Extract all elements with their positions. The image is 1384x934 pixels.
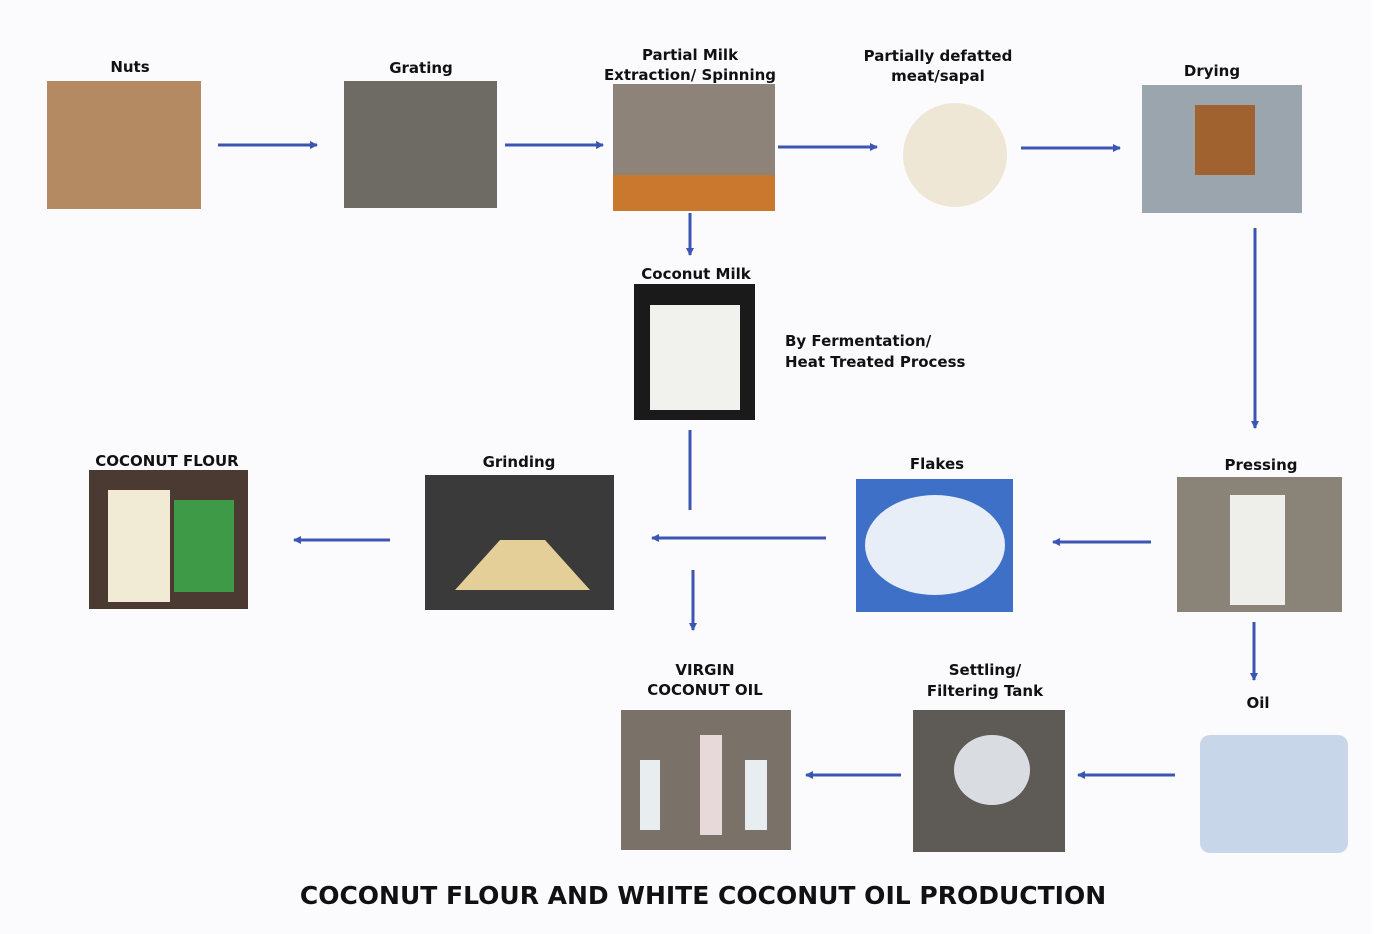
flour-box [174,500,234,592]
bottle [640,760,660,830]
node-label: Pressing [1225,456,1298,474]
flour-bag [108,490,170,602]
flakes-pile [865,495,1005,595]
milk-beaker [650,305,740,410]
nuts-photo [47,81,201,209]
drying-machine [1195,105,1255,175]
node-label: Grinding [483,453,556,471]
tank [954,735,1030,805]
node-label: Coconut Milk [641,265,751,283]
node-label: Partial Milk [642,46,739,64]
node-label: Filtering Tank [927,682,1044,700]
node-label: COCONUT FLOUR [95,452,239,470]
title: COCONUT FLOUR AND WHITE COCONUT OIL PROD… [300,881,1106,910]
edge [1372,0,1384,934]
spinning-base [613,175,775,211]
node-label: Oil [1246,694,1269,712]
node-label: Settling/ [949,661,1022,679]
grating-photo [344,81,497,208]
bottle [700,735,722,835]
sapal-photo [903,103,1007,207]
bottle [745,760,767,830]
annotation: By Fermentation/ [785,332,932,350]
node-label: meat/sapal [891,67,985,85]
node-label: COCONUT OIL [647,681,763,699]
node-label: Nuts [110,58,149,76]
annotation: Heat Treated Process [785,353,966,371]
node-label: Partially defatted [864,47,1013,65]
oil-photo [1200,735,1348,853]
press [1230,495,1285,605]
diagram: Nuts Grating Partial Milk Extraction/ Sp… [0,0,1384,934]
node-label: Flakes [910,455,964,473]
node-label: Grating [389,59,453,77]
node-label: Drying [1184,62,1240,80]
node-label: VIRGIN [675,661,734,679]
node-label: Extraction/ Spinning [604,66,776,84]
